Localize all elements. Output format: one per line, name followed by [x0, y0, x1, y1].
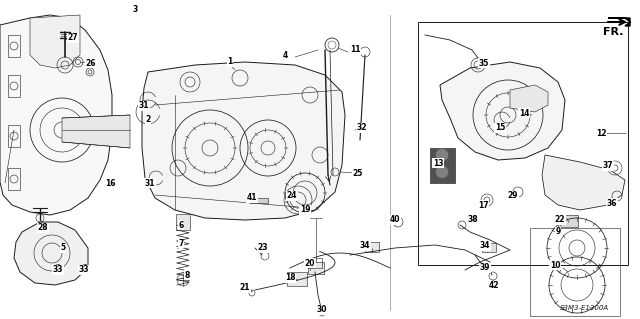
Text: 42: 42 — [489, 281, 499, 291]
Text: 34: 34 — [480, 241, 490, 250]
Text: 2: 2 — [145, 115, 150, 124]
Text: 32: 32 — [356, 123, 367, 132]
Text: 9: 9 — [556, 227, 561, 236]
Text: 11: 11 — [349, 46, 360, 55]
Text: 31: 31 — [139, 101, 149, 110]
Text: 19: 19 — [300, 205, 310, 214]
Text: 4: 4 — [282, 50, 287, 60]
Circle shape — [54, 264, 61, 271]
Circle shape — [436, 149, 448, 161]
Bar — [176, 214, 190, 230]
Polygon shape — [14, 222, 88, 285]
Bar — [8, 125, 20, 147]
Text: 3: 3 — [132, 5, 138, 14]
Text: 28: 28 — [38, 224, 48, 233]
Polygon shape — [142, 62, 345, 220]
Text: 35: 35 — [479, 58, 489, 68]
Text: 8: 8 — [184, 271, 189, 279]
Bar — [308, 262, 324, 274]
Polygon shape — [30, 15, 80, 68]
Text: 18: 18 — [285, 273, 295, 283]
Text: 5: 5 — [60, 243, 65, 253]
Polygon shape — [542, 155, 625, 210]
Text: S3M3-E1300A: S3M3-E1300A — [560, 305, 609, 311]
Bar — [8, 35, 20, 57]
Text: 24: 24 — [287, 191, 297, 201]
Polygon shape — [440, 62, 565, 160]
Text: 14: 14 — [519, 108, 529, 117]
Text: 6: 6 — [179, 220, 184, 229]
Text: 15: 15 — [495, 123, 505, 132]
Bar — [287, 272, 307, 286]
Text: 37: 37 — [603, 161, 613, 170]
Bar — [308, 258, 322, 268]
Text: 33: 33 — [52, 265, 63, 275]
Circle shape — [436, 166, 448, 178]
Text: 25: 25 — [353, 168, 363, 177]
Text: 13: 13 — [433, 159, 444, 167]
Text: 16: 16 — [105, 179, 115, 188]
Text: 41: 41 — [247, 194, 257, 203]
Text: 26: 26 — [86, 58, 96, 68]
Bar — [430, 148, 455, 183]
Bar — [365, 242, 379, 252]
Bar — [8, 75, 20, 97]
Text: 1: 1 — [227, 57, 232, 66]
Text: 7: 7 — [179, 239, 184, 248]
Text: 10: 10 — [550, 261, 560, 270]
Bar — [482, 243, 496, 252]
Circle shape — [81, 264, 88, 271]
Polygon shape — [62, 115, 130, 148]
Text: 34: 34 — [360, 241, 371, 250]
Text: 20: 20 — [305, 258, 316, 268]
Text: 38: 38 — [468, 216, 478, 225]
Text: FR.: FR. — [603, 27, 623, 37]
Bar — [558, 215, 578, 227]
Text: 33: 33 — [79, 265, 89, 275]
Text: 21: 21 — [240, 284, 250, 293]
Text: 40: 40 — [390, 216, 400, 225]
Text: 31: 31 — [145, 179, 156, 188]
Text: 36: 36 — [607, 198, 617, 207]
Text: 27: 27 — [68, 33, 78, 42]
Text: 29: 29 — [508, 191, 518, 201]
Polygon shape — [608, 18, 630, 26]
Text: 17: 17 — [477, 201, 488, 210]
Text: 30: 30 — [317, 306, 327, 315]
Polygon shape — [510, 85, 548, 112]
Text: 39: 39 — [480, 263, 490, 272]
Bar — [8, 168, 20, 190]
Bar — [250, 198, 268, 203]
Text: 12: 12 — [596, 129, 606, 137]
Text: 22: 22 — [555, 216, 565, 225]
Polygon shape — [0, 15, 112, 215]
Bar — [530, 228, 620, 316]
Text: 23: 23 — [258, 243, 268, 253]
